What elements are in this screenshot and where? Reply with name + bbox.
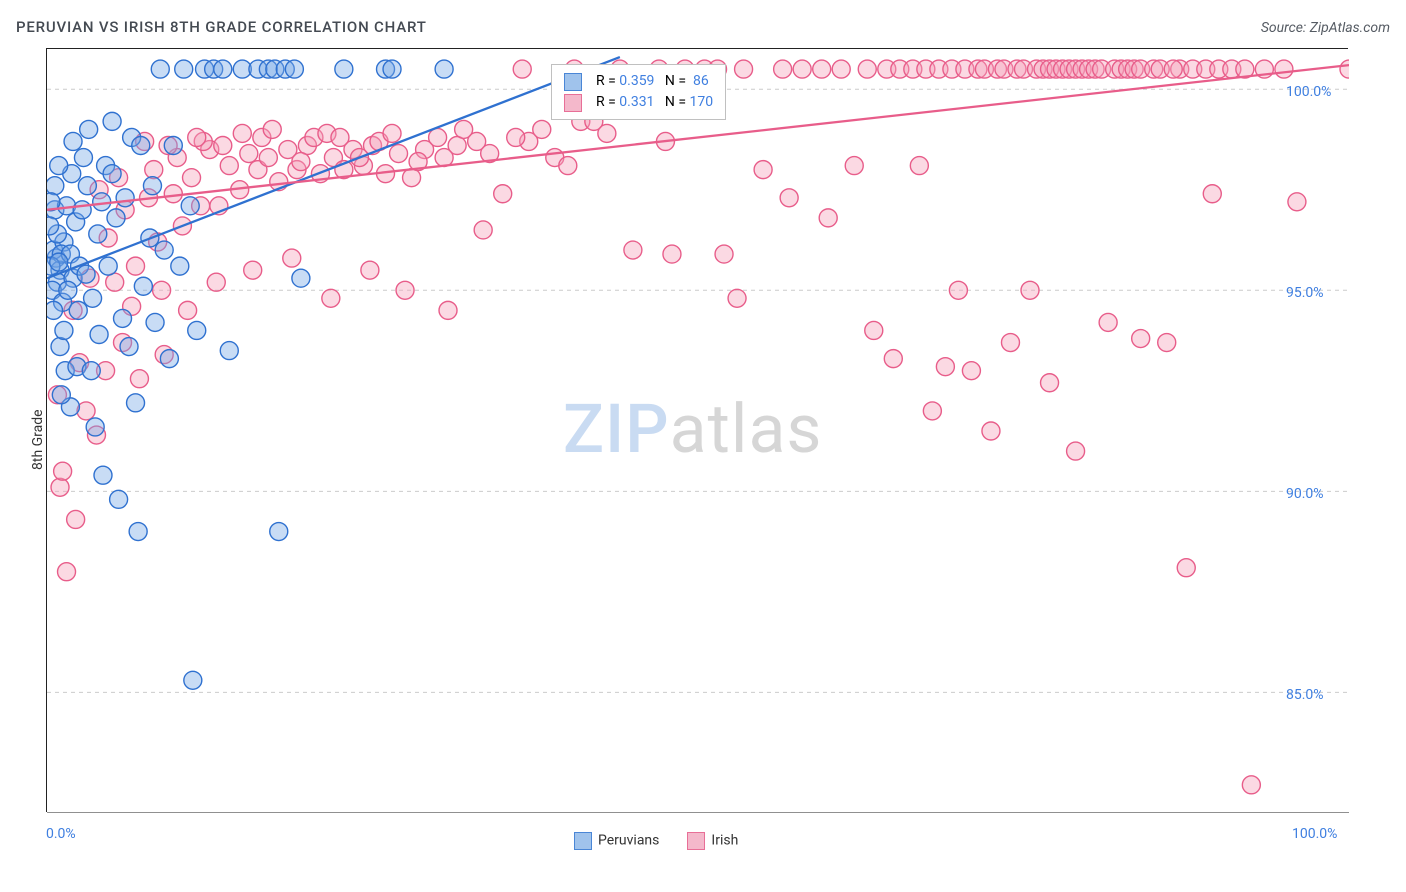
x-tick-label: 100.0%	[1292, 826, 1337, 842]
legend-swatch	[687, 832, 705, 850]
stat-text: R = 0.331 N = 170	[596, 92, 713, 113]
x-tick-label: 0.0%	[46, 826, 76, 842]
chart-root: PERUVIAN VS IRISH 8TH GRADE CORRELATION …	[0, 0, 1406, 892]
stat-text: R = 0.359 N = 86	[596, 71, 709, 92]
stat-row: R = 0.331 N = 170	[564, 92, 713, 113]
legend-label: Peruvians	[598, 833, 659, 849]
y-tick-label: 95.0%	[1286, 285, 1324, 301]
stat-box: R = 0.359 N = 86R = 0.331 N = 170	[551, 64, 726, 120]
stat-row: R = 0.359 N = 86	[564, 71, 713, 92]
legend-item: Peruvians	[574, 832, 659, 850]
y-tick-label: 85.0%	[1286, 687, 1324, 703]
y-axis-label: 8th Grade	[30, 409, 46, 470]
source-text: Source: ZipAtlas.com	[1261, 20, 1390, 36]
legend-swatch	[574, 832, 592, 850]
legend-label: Irish	[711, 833, 738, 849]
legend-swatch	[564, 73, 582, 91]
y-tick-label: 100.0%	[1286, 84, 1331, 100]
title-bar: PERUVIAN VS IRISH 8TH GRADE CORRELATION …	[16, 18, 1390, 36]
scatter-svg	[47, 49, 1349, 813]
y-tick-label: 90.0%	[1286, 486, 1324, 502]
legend-item: Irish	[687, 832, 738, 850]
chart-title: PERUVIAN VS IRISH 8TH GRADE CORRELATION …	[16, 18, 427, 36]
bottom-legend: Peruvians Irish	[574, 832, 738, 850]
legend-swatch	[564, 94, 582, 112]
plot-area: ZIPatlas R = 0.359 N = 86R = 0.331 N = 1…	[46, 48, 1348, 812]
